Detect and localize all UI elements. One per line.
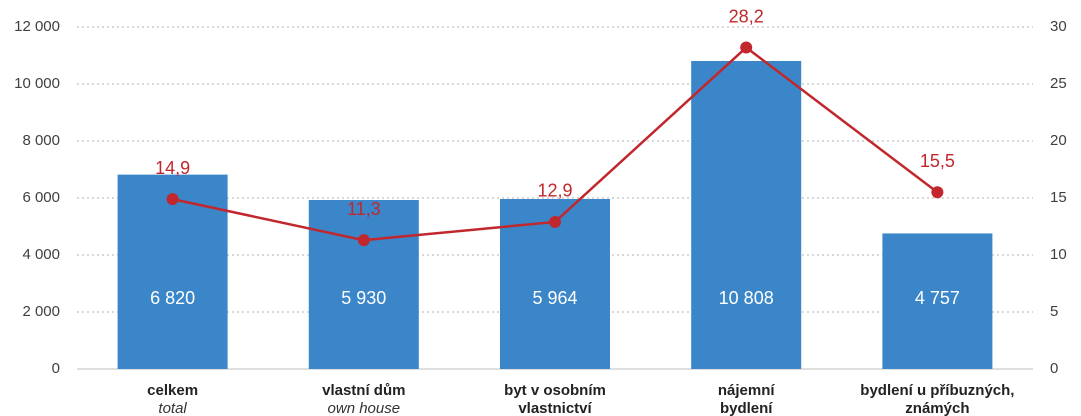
bar — [308, 199, 419, 369]
line-marker — [166, 193, 179, 206]
bar-value-label: 4 757 — [915, 288, 960, 308]
x-tick-translation: total — [158, 400, 187, 416]
bar — [882, 233, 993, 369]
y-tick-label: 10 000 — [14, 75, 60, 92]
y2-tick-label: 0 — [1050, 360, 1058, 377]
line-marker — [740, 41, 753, 54]
bar-value-label: 5 964 — [532, 288, 577, 308]
x-tick-label: známých — [905, 400, 969, 416]
y-tick-label: 6 000 — [22, 189, 60, 206]
line-value-label: 15,5 — [920, 151, 955, 171]
line-value-label: 14,9 — [155, 158, 190, 178]
y-tick-label: 12 000 — [14, 18, 60, 35]
y2-tick-label: 20 — [1050, 132, 1067, 149]
y2-tick-label: 10 — [1050, 246, 1067, 263]
x-tick-label: bydlení — [720, 400, 773, 416]
y2-tick-label: 25 — [1050, 75, 1067, 92]
bar-value-label: 5 930 — [341, 288, 386, 308]
line-marker — [931, 186, 944, 199]
x-tick-label: vlastnictví — [518, 400, 592, 416]
y-tick-label: 2 000 — [22, 303, 60, 320]
x-tick-label: bydlení u příbuzných, — [860, 382, 1014, 399]
x-tick-label: byt v osobním — [504, 382, 606, 399]
y-tick-label: 8 000 — [22, 132, 60, 149]
line-value-label: 12,9 — [537, 181, 572, 201]
x-tick-translation: own house — [328, 400, 401, 416]
bar — [691, 60, 802, 370]
y2-tick-label: 5 — [1050, 303, 1058, 320]
y2-tick-label: 15 — [1050, 189, 1067, 206]
bar-value-label: 6 820 — [150, 288, 195, 308]
x-tick-label: celkem — [147, 382, 198, 399]
line-marker — [357, 234, 370, 247]
y2-tick-label: 30 — [1050, 18, 1067, 35]
y-tick-label: 0 — [52, 360, 60, 377]
y-tick-label: 4 000 — [22, 246, 60, 263]
bar-value-label: 10 808 — [719, 288, 774, 308]
x-tick-label: vlastní dům — [322, 382, 405, 399]
line-value-label: 28,2 — [729, 6, 764, 26]
x-tick-label: nájemní — [718, 382, 776, 399]
line-marker — [549, 215, 561, 228]
line-value-label: 11,3 — [347, 199, 381, 219]
